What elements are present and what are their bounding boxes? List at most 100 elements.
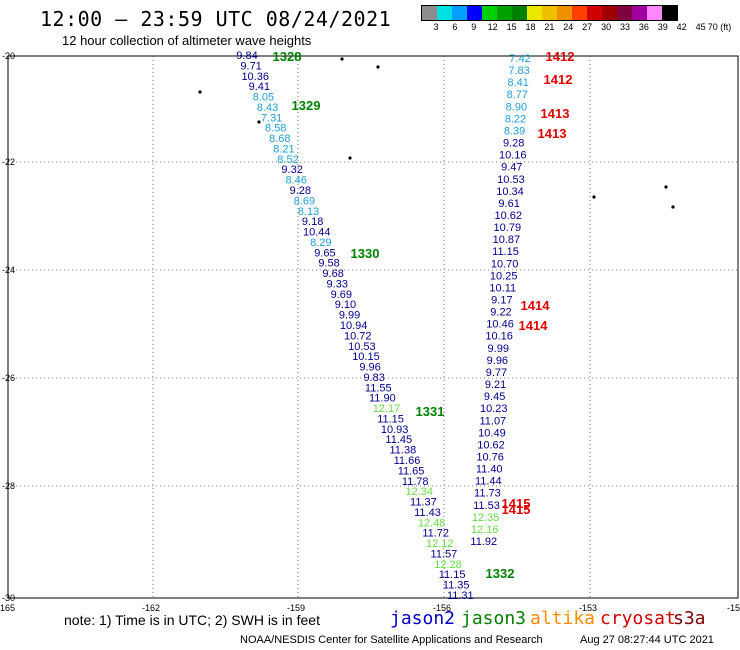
color-swatch [422, 6, 437, 20]
color-scale-label: 3 [433, 22, 439, 32]
wave-height-label: 12.12 [426, 538, 454, 550]
wave-height-label: 8.68 [269, 133, 290, 145]
wave-height-label: 10.70 [491, 258, 519, 270]
wave-height-label: 11.07 [479, 415, 506, 427]
color-swatch [482, 6, 497, 20]
wave-height-label: 11.73 [474, 488, 501, 500]
wave-height-label: 11.92 [470, 536, 497, 548]
wave-height-label: 10.34 [496, 186, 524, 198]
island-marker [257, 120, 261, 124]
wave-height-label: 8.22 [505, 113, 526, 125]
wave-height-label: 9.33 [327, 278, 348, 290]
island-marker [198, 90, 202, 94]
wave-height-label: 9.84 [236, 50, 257, 62]
wave-height-label: 9.83 [363, 372, 384, 384]
wave-height-label: 12.35 [472, 512, 500, 524]
wave-height-label: 11.66 [394, 455, 421, 467]
wave-height-label: 9.96 [487, 355, 508, 367]
wave-height-label: 8.21 [273, 143, 294, 155]
wave-height-label: 9.65 [314, 247, 335, 259]
timestamp: Aug 27 08:27:44 UTC 2021 [580, 634, 714, 646]
color-scale-label: 30 [601, 22, 612, 32]
wave-height-label: 9.47 [501, 162, 522, 174]
wave-height-label: 11.55 [365, 382, 392, 394]
wave-height-label: 11.40 [476, 464, 503, 476]
wave-height-label: 10.62 [494, 210, 522, 222]
color-scale-label: 70 (ft) [707, 22, 732, 32]
wave-height-label: 11.15 [439, 569, 466, 581]
page-title: 12:00 — 23:59 UTC 08/24/2021 [40, 7, 392, 31]
wave-height-label: 9.28 [503, 138, 524, 150]
island-marker [348, 156, 352, 160]
color-swatch [587, 6, 602, 20]
wave-height-label: 10.36 [241, 71, 269, 83]
satellite-legend-jason3: jason3 [461, 608, 527, 629]
color-scale-labels: 3 6 9 12 15 18 21 24 27 30 33 36 39 42 45 70 (ft) [421, 22, 740, 34]
wave-height-label: 10.94 [340, 320, 368, 332]
pass-number-label: 1412 [546, 49, 575, 64]
wave-height-label: 10.93 [381, 424, 409, 436]
wave-height-label: 12.28 [434, 559, 462, 571]
wave-height-label: 10.16 [485, 331, 513, 343]
wave-height-label: 7.83 [508, 65, 529, 77]
wave-height-label: 9.58 [318, 258, 339, 270]
wave-height-label: 8.90 [506, 101, 527, 113]
pass-number-label: 1413 [541, 106, 570, 121]
wave-height-label: 10.15 [352, 351, 380, 363]
wave-height-label: 9.77 [486, 367, 507, 379]
color-scale-label: 42 [676, 22, 687, 32]
color-swatch [452, 6, 467, 20]
wave-height-label: 10.11 [489, 282, 516, 294]
wave-height-label: 9.22 [490, 307, 511, 319]
color-scale-label: 12 [487, 22, 498, 32]
wave-height-label: 9.45 [484, 391, 505, 403]
wave-height-label: 8.05 [253, 92, 274, 104]
wave-height-label: 10.79 [494, 222, 522, 234]
wave-height-label: 9.69 [331, 289, 352, 301]
satellite-legend-s3a: s3a [673, 608, 706, 629]
color-scale-label: 33 [619, 22, 631, 32]
wave-height-label: 10.44 [303, 227, 331, 239]
wave-height-label: 9.10 [335, 299, 356, 311]
y-tick-label: -30 [2, 593, 15, 603]
wave-height-label: 10.16 [499, 150, 527, 162]
pass-number-label: 1413 [538, 126, 567, 141]
pass-number-label: 1414 [521, 298, 551, 313]
y-tick-label: -22 [2, 157, 15, 167]
wave-height-label: 7.31 [261, 112, 282, 124]
wave-height-label: 12.34 [406, 486, 434, 498]
wave-height-label: 9.18 [302, 216, 323, 228]
pass-number-label: 1412 [544, 72, 573, 87]
color-swatch [437, 6, 452, 20]
wave-height-label: 8.69 [294, 195, 315, 207]
wave-height-label: 11.38 [390, 445, 417, 457]
wave-height-label: 9.28 [290, 185, 311, 197]
satellite-legend-cryosat: cryosat [600, 608, 676, 629]
x-tick-label: -162 [142, 603, 160, 613]
wave-height-label: 11.43 [414, 507, 441, 519]
wave-height-label: 7.42 [509, 53, 530, 65]
wave-height-label: 10.25 [490, 270, 518, 282]
wave-height-label: 10.49 [478, 427, 506, 439]
wave-height-label: 10.46 [486, 319, 514, 331]
x-tick-label: -156 [433, 603, 451, 613]
wave-height-label: 11.31 [447, 590, 474, 602]
wave-height-label: 8.43 [257, 102, 278, 114]
color-swatch [497, 6, 512, 20]
wave-height-label: 11.45 [385, 434, 412, 446]
page-subtitle: 12 hour collection of altimeter wave hei… [62, 33, 312, 48]
wave-height-label: 12.16 [471, 524, 499, 536]
x-tick-label: -165 [0, 603, 15, 613]
wave-height-label: 11.37 [410, 497, 437, 509]
wave-height-label: 8.13 [298, 206, 319, 218]
island-marker [340, 57, 344, 61]
wave-height-label: 9.99 [339, 310, 360, 322]
wave-height-label: 10.72 [344, 330, 372, 342]
wave-height-label: 9.61 [498, 198, 519, 210]
wave-height-label: 9.41 [249, 81, 270, 93]
wave-height-label: 11.15 [492, 246, 519, 258]
wave-height-label: 9.21 [485, 379, 506, 391]
credit-line: NOAA/NESDIS Center for Satellite Applica… [240, 634, 543, 646]
color-scale-label: 9 [471, 22, 477, 32]
